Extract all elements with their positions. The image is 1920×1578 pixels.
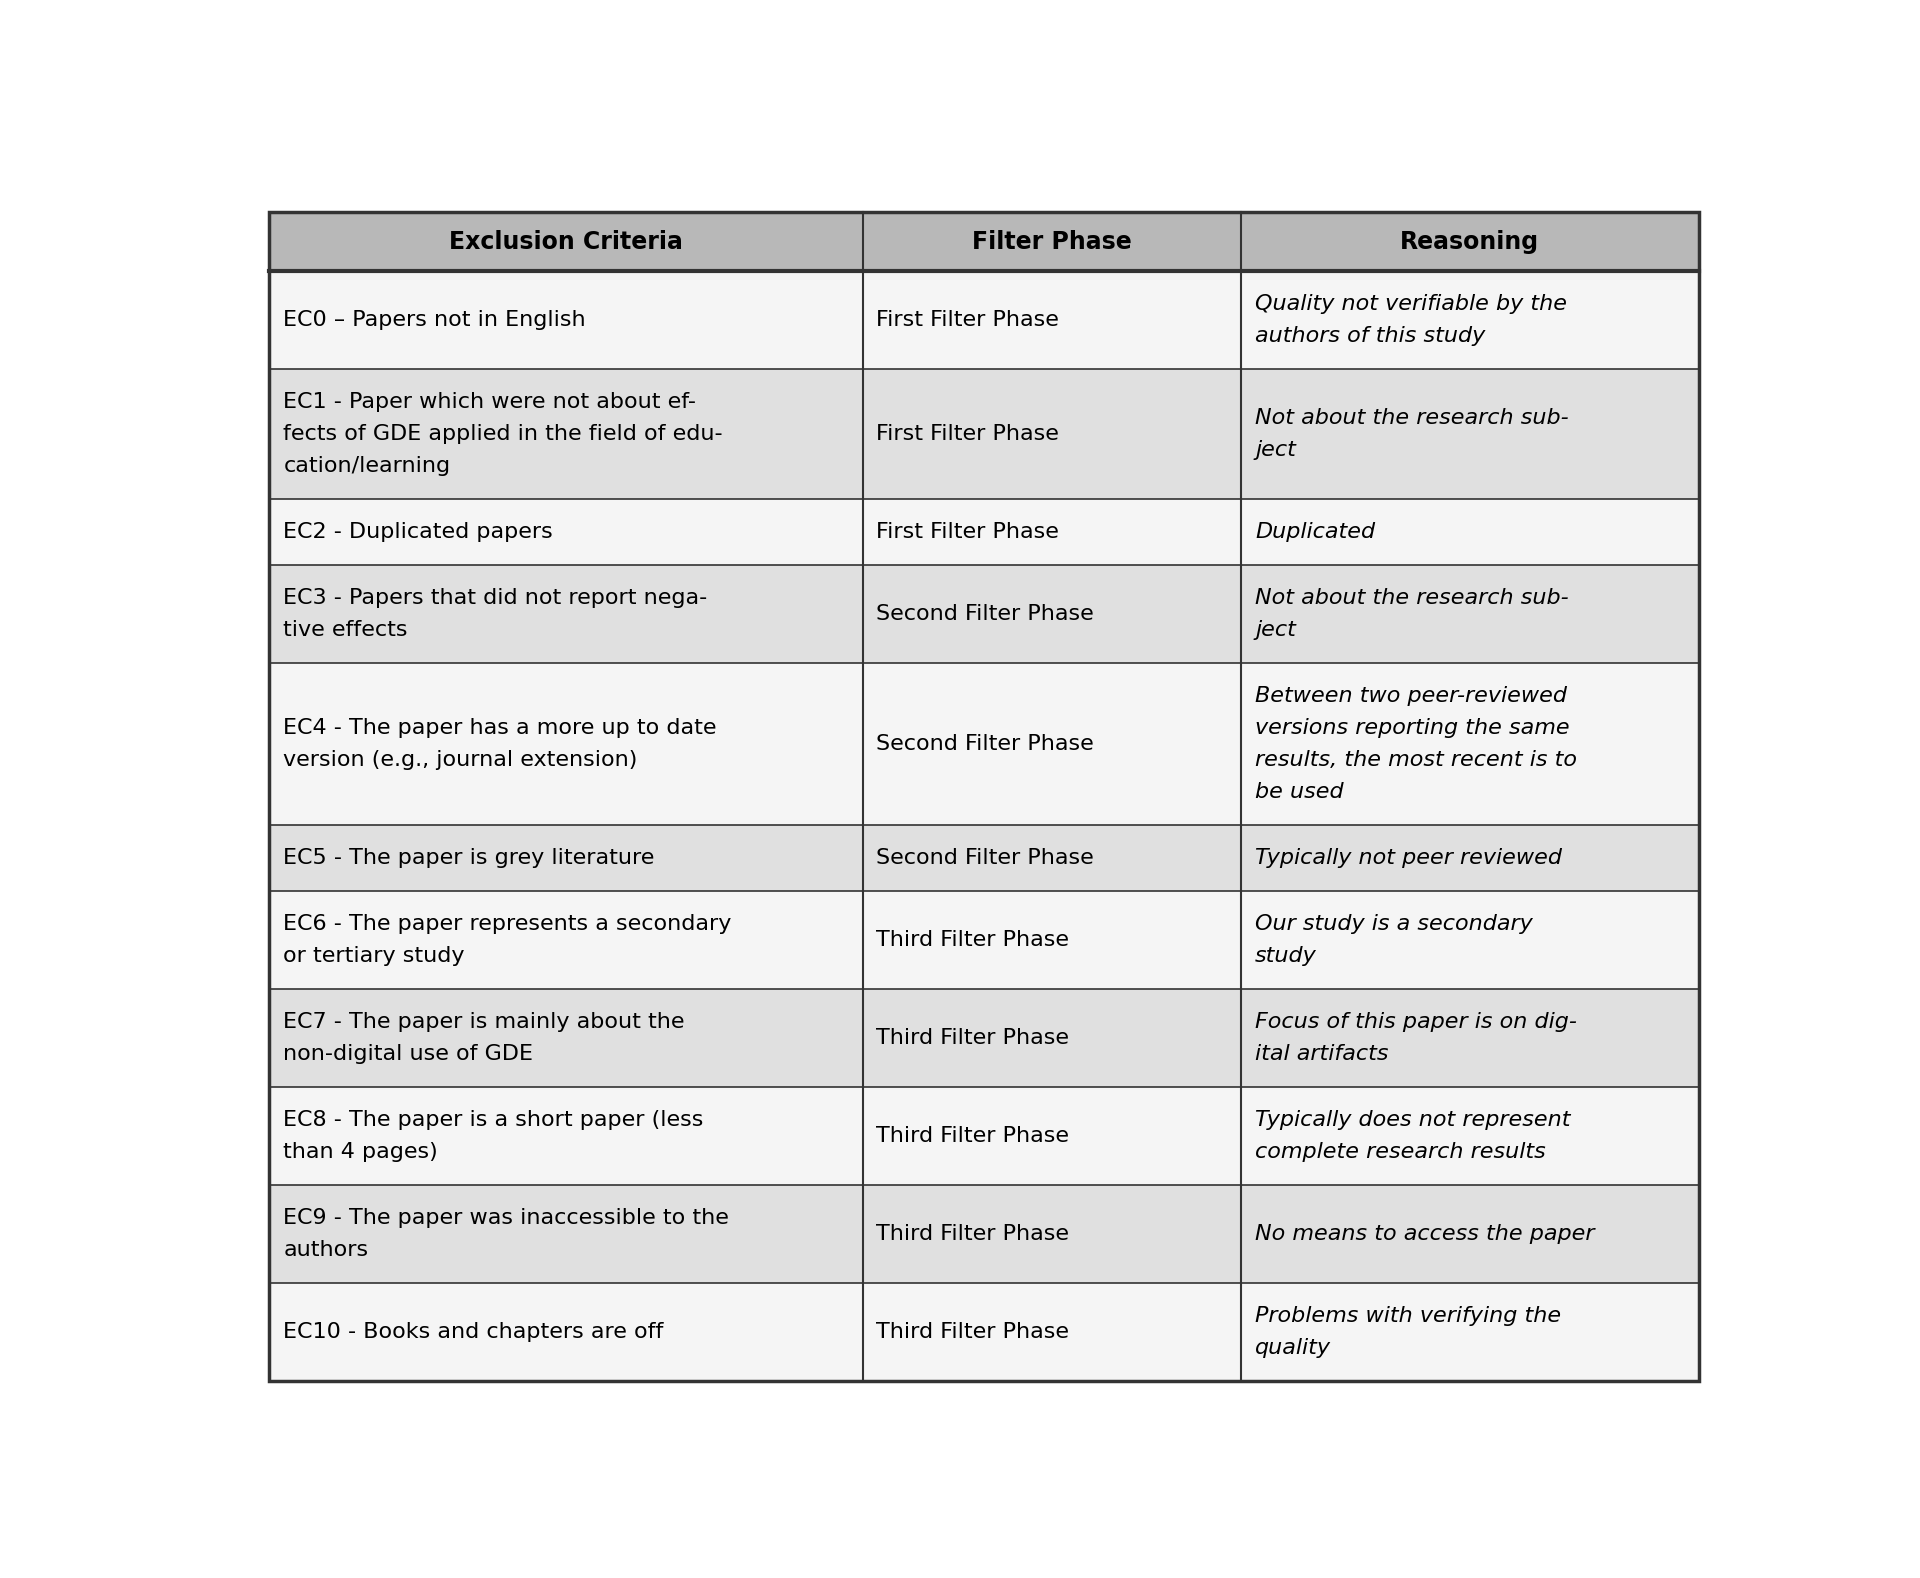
Text: Third Filter Phase: Third Filter Phase (876, 1322, 1069, 1343)
Text: than 4 pages): than 4 pages) (284, 1142, 438, 1163)
Bar (269, 369, 1699, 499)
Text: No means to access the paper: No means to access the paper (1256, 1225, 1596, 1245)
Bar (269, 1283, 1699, 1381)
Text: EC1 - Paper which were not about ef-: EC1 - Paper which were not about ef- (284, 391, 697, 412)
Bar (269, 663, 1699, 825)
Bar (269, 213, 1699, 271)
Text: authors of this study: authors of this study (1256, 327, 1486, 346)
Text: First Filter Phase: First Filter Phase (876, 309, 1060, 330)
Bar (269, 1185, 1699, 1283)
Text: ject: ject (1256, 620, 1296, 641)
Text: be used: be used (1256, 783, 1344, 802)
Text: EC5 - The paper is grey literature: EC5 - The paper is grey literature (284, 847, 655, 868)
Text: study: study (1256, 947, 1317, 966)
Text: ject: ject (1256, 440, 1296, 461)
Text: Filter Phase: Filter Phase (972, 230, 1131, 254)
Text: tive effects: tive effects (284, 620, 407, 641)
Text: EC7 - The paper is mainly about the: EC7 - The paper is mainly about the (284, 1011, 685, 1032)
Text: First Filter Phase: First Filter Phase (876, 424, 1060, 443)
Text: EC3 - Papers that did not report nega-: EC3 - Papers that did not report nega- (284, 589, 708, 608)
Bar (269, 499, 1699, 565)
Text: Third Filter Phase: Third Filter Phase (876, 929, 1069, 950)
Text: Our study is a secondary: Our study is a secondary (1256, 914, 1532, 934)
Text: quality: quality (1256, 1338, 1331, 1359)
Text: EC6 - The paper represents a secondary: EC6 - The paper represents a secondary (284, 914, 732, 934)
Bar (269, 825, 1699, 892)
Text: Second Filter Phase: Second Filter Phase (876, 604, 1094, 623)
Text: fects of GDE applied in the field of edu-: fects of GDE applied in the field of edu… (284, 424, 724, 443)
Text: Third Filter Phase: Third Filter Phase (876, 1127, 1069, 1146)
Bar (269, 892, 1699, 989)
Text: Second Filter Phase: Second Filter Phase (876, 734, 1094, 754)
Bar (269, 1087, 1699, 1185)
Text: EC10 - Books and chapters are off: EC10 - Books and chapters are off (284, 1322, 664, 1343)
Text: Exclusion Criteria: Exclusion Criteria (449, 230, 684, 254)
Text: ital artifacts: ital artifacts (1256, 1045, 1388, 1064)
Text: EC0 – Papers not in English: EC0 – Papers not in English (284, 309, 586, 330)
Text: results, the most recent is to: results, the most recent is to (1256, 750, 1576, 770)
Text: Second Filter Phase: Second Filter Phase (876, 847, 1094, 868)
Text: non-digital use of GDE: non-digital use of GDE (284, 1045, 534, 1064)
Text: EC2 - Duplicated papers: EC2 - Duplicated papers (284, 522, 553, 541)
Text: Quality not verifiable by the: Quality not verifiable by the (1256, 294, 1567, 314)
Text: Between two peer-reviewed: Between two peer-reviewed (1256, 686, 1567, 705)
Text: Not about the research sub-: Not about the research sub- (1256, 409, 1569, 428)
Text: Third Filter Phase: Third Filter Phase (876, 1225, 1069, 1245)
Bar (269, 989, 1699, 1087)
Text: Not about the research sub-: Not about the research sub- (1256, 589, 1569, 608)
Text: authors: authors (284, 1240, 369, 1261)
Text: cation/learning: cation/learning (284, 456, 451, 477)
Text: complete research results: complete research results (1256, 1142, 1546, 1163)
Text: Typically does not represent: Typically does not represent (1256, 1111, 1571, 1130)
Text: Reasoning: Reasoning (1400, 230, 1540, 254)
Text: version (e.g., journal extension): version (e.g., journal extension) (284, 750, 637, 770)
Bar (269, 271, 1699, 369)
Text: Focus of this paper is on dig-: Focus of this paper is on dig- (1256, 1011, 1576, 1032)
Text: or tertiary study: or tertiary study (284, 947, 465, 966)
Text: Problems with verifying the: Problems with verifying the (1256, 1307, 1561, 1326)
Text: EC4 - The paper has a more up to date: EC4 - The paper has a more up to date (284, 718, 716, 739)
Text: EC8 - The paper is a short paper (less: EC8 - The paper is a short paper (less (284, 1111, 705, 1130)
Text: EC9 - The paper was inaccessible to the: EC9 - The paper was inaccessible to the (284, 1209, 730, 1228)
Text: First Filter Phase: First Filter Phase (876, 522, 1060, 541)
Text: Duplicated: Duplicated (1256, 522, 1375, 541)
Text: Typically not peer reviewed: Typically not peer reviewed (1256, 847, 1563, 868)
Text: Third Filter Phase: Third Filter Phase (876, 1029, 1069, 1048)
Text: versions reporting the same: versions reporting the same (1256, 718, 1571, 739)
Bar (269, 565, 1699, 663)
